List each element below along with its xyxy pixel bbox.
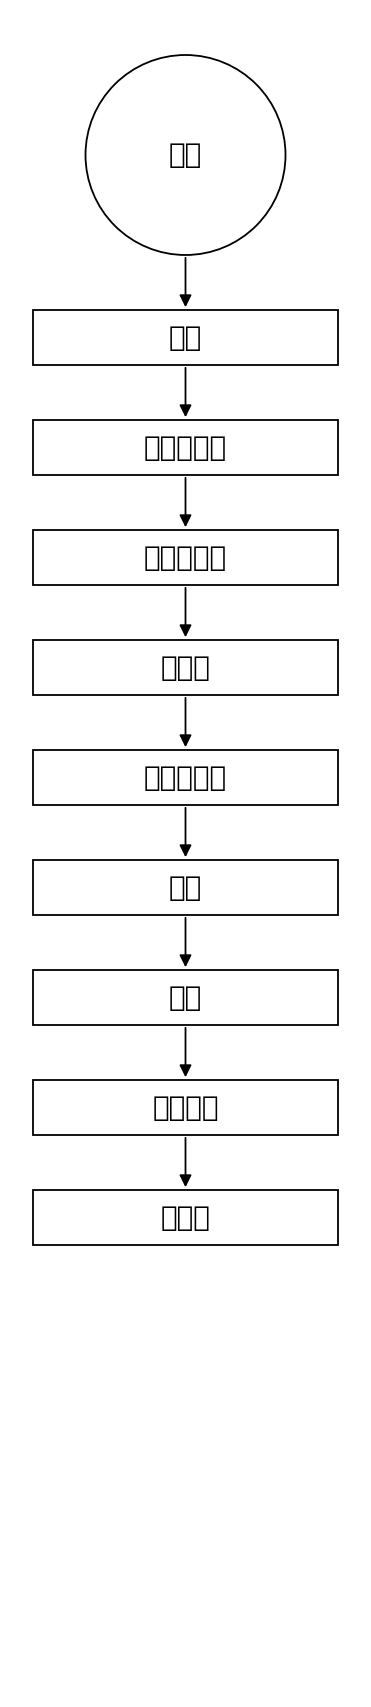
FancyBboxPatch shape — [33, 970, 338, 1024]
Text: 自动输送机: 自动输送机 — [144, 543, 227, 572]
FancyBboxPatch shape — [33, 529, 338, 586]
Text: 混合搅拌机: 混合搅拌机 — [144, 434, 227, 461]
FancyBboxPatch shape — [33, 1081, 338, 1135]
Text: 窑车: 窑车 — [169, 983, 202, 1012]
FancyBboxPatch shape — [33, 860, 338, 915]
Text: 库房: 库房 — [169, 874, 202, 901]
FancyBboxPatch shape — [33, 420, 338, 475]
Text: 压砖机: 压砖机 — [161, 654, 210, 681]
Text: 行车: 行车 — [169, 324, 202, 352]
Text: 隧道窑: 隧道窑 — [161, 1203, 210, 1231]
Text: 自动码垛机: 自动码垛机 — [144, 763, 227, 792]
Text: 预烘干窑: 预烘干窑 — [152, 1094, 219, 1121]
FancyBboxPatch shape — [33, 311, 338, 365]
FancyBboxPatch shape — [33, 1190, 338, 1244]
FancyBboxPatch shape — [33, 749, 338, 806]
FancyBboxPatch shape — [33, 640, 338, 695]
Text: 原料: 原料 — [169, 142, 202, 169]
